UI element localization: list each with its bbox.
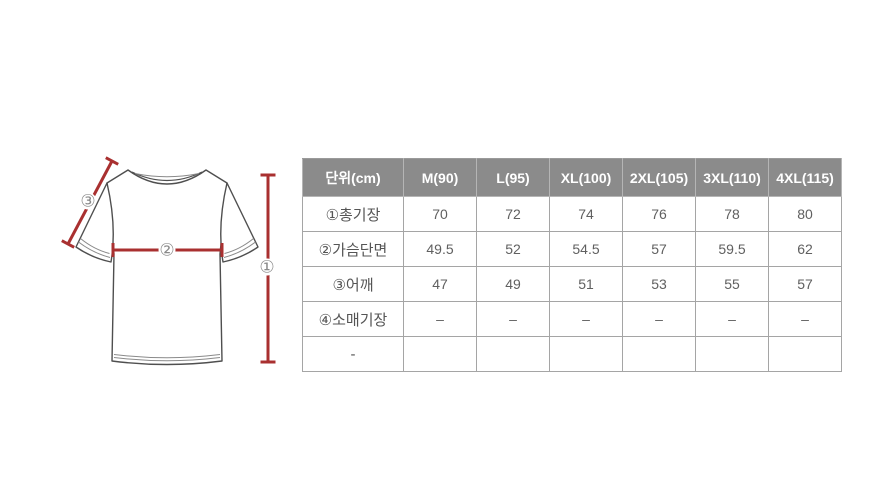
table-row-sleeve: ④소매기장 – – – – – – bbox=[302, 301, 842, 337]
row-label: ③어깨 bbox=[302, 266, 404, 302]
size-cell bbox=[768, 336, 842, 372]
table-header-row: 단위(cm) M(90) L(95) XL(100) 2XL(105) 3XL(… bbox=[302, 158, 842, 197]
size-cell: 62 bbox=[768, 231, 842, 267]
size-cell bbox=[622, 336, 696, 372]
size-cell: 52 bbox=[476, 231, 550, 267]
column-header-2xl: 2XL(105) bbox=[622, 158, 696, 197]
size-cell: – bbox=[403, 301, 477, 337]
table-row-total-length: ①총기장 70 72 74 76 78 80 bbox=[302, 196, 842, 232]
measure-marker-chest: ② bbox=[158, 240, 176, 260]
table-row-chest: ②가슴단면 49.5 52 54.5 57 59.5 62 bbox=[302, 231, 842, 267]
column-header-l: L(95) bbox=[476, 158, 550, 197]
column-header-4xl: 4XL(115) bbox=[768, 158, 842, 197]
size-cell: 80 bbox=[768, 196, 842, 232]
size-cell: 76 bbox=[622, 196, 696, 232]
column-header-m: M(90) bbox=[403, 158, 477, 197]
size-cell bbox=[476, 336, 550, 372]
table-row-empty: - bbox=[302, 336, 842, 372]
size-cell bbox=[549, 336, 623, 372]
size-cell bbox=[403, 336, 477, 372]
size-cell: 53 bbox=[622, 266, 696, 302]
size-cell: 72 bbox=[476, 196, 550, 232]
size-cell: 51 bbox=[549, 266, 623, 302]
size-cell: – bbox=[768, 301, 842, 337]
row-label: ④소매기장 bbox=[302, 301, 404, 337]
size-cell: 59.5 bbox=[695, 231, 769, 267]
measure-marker-shoulder: ③ bbox=[79, 191, 97, 211]
size-cell: 70 bbox=[403, 196, 477, 232]
table-row-shoulder: ③어깨 47 49 51 53 55 57 bbox=[302, 266, 842, 302]
size-cell: 57 bbox=[622, 231, 696, 267]
size-cell: 78 bbox=[695, 196, 769, 232]
size-cell: 47 bbox=[403, 266, 477, 302]
column-header-unit: 단위(cm) bbox=[302, 158, 404, 197]
size-cell: – bbox=[622, 301, 696, 337]
size-cell: – bbox=[549, 301, 623, 337]
size-cell: 74 bbox=[549, 196, 623, 232]
size-cell: – bbox=[476, 301, 550, 337]
column-header-xl: XL(100) bbox=[549, 158, 623, 197]
row-label: - bbox=[302, 336, 404, 372]
size-cell: 55 bbox=[695, 266, 769, 302]
size-cell: 49.5 bbox=[403, 231, 477, 267]
size-cell bbox=[695, 336, 769, 372]
column-header-3xl: 3XL(110) bbox=[695, 158, 769, 197]
size-cell: 49 bbox=[476, 266, 550, 302]
row-label: ②가슴단면 bbox=[302, 231, 404, 267]
size-cell: – bbox=[695, 301, 769, 337]
size-cell: 57 bbox=[768, 266, 842, 302]
size-cell: 54.5 bbox=[549, 231, 623, 267]
row-label: ①총기장 bbox=[302, 196, 404, 232]
size-table: 단위(cm) M(90) L(95) XL(100) 2XL(105) 3XL(… bbox=[302, 158, 842, 372]
measure-marker-length: ① bbox=[258, 257, 276, 277]
